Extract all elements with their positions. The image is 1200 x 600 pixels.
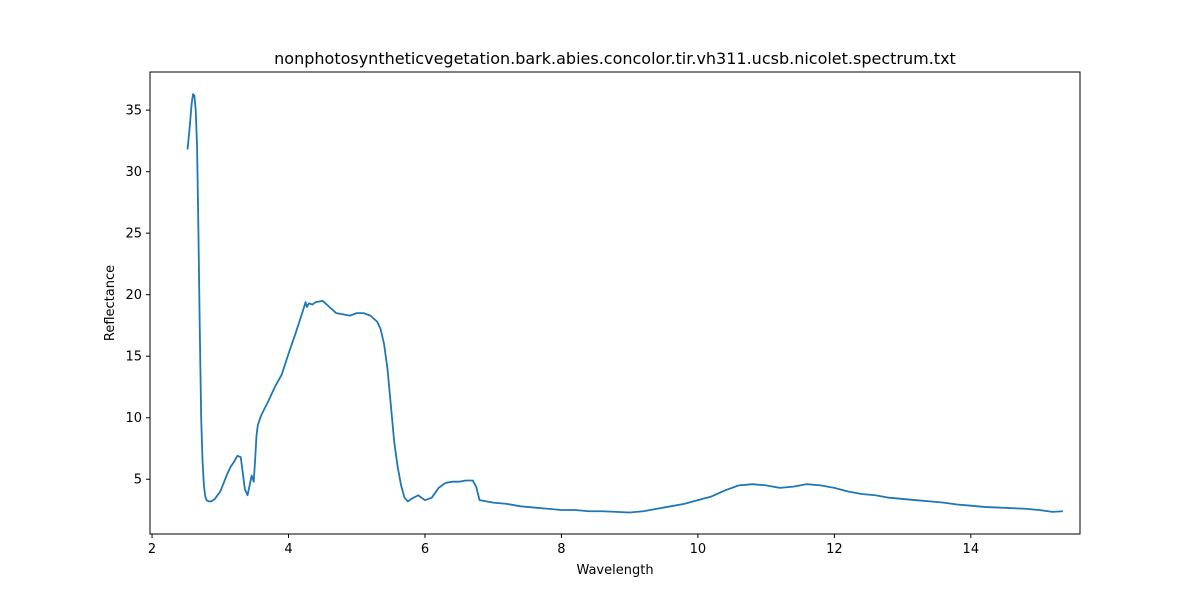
y-tick-label: 25 <box>125 227 142 242</box>
x-tick-label: 4 <box>284 542 292 557</box>
x-tick-label: 6 <box>421 542 429 557</box>
plot-area <box>149 71 1081 535</box>
y-tick-label: 30 <box>125 165 142 180</box>
x-tick-label: 8 <box>557 542 565 557</box>
series-layer <box>186 93 1063 514</box>
y-tick-label: 20 <box>125 288 142 303</box>
x-tick-label: 2 <box>148 542 156 557</box>
chart-title: nonphotosyntheticvegetation.bark.abies.c… <box>274 49 956 68</box>
x-axis-label: Wavelength <box>576 563 653 578</box>
plot-frame <box>149 71 1081 535</box>
y-tick-label: 5 <box>134 473 142 488</box>
series-line-0 <box>186 93 1063 514</box>
x-tick-label: 12 <box>826 542 843 557</box>
x-axis: 2 4 6 8 10 12 14 <box>148 534 979 557</box>
y-axis: 5 10 15 20 25 30 35 <box>125 104 150 488</box>
x-tick-label: 14 <box>963 542 980 557</box>
x-tick-label: 10 <box>690 542 707 557</box>
y-tick-label: 35 <box>125 104 142 119</box>
y-axis-label: Reflectance <box>103 265 118 341</box>
y-tick-label: 15 <box>125 350 142 365</box>
y-tick-label: 10 <box>125 411 142 426</box>
